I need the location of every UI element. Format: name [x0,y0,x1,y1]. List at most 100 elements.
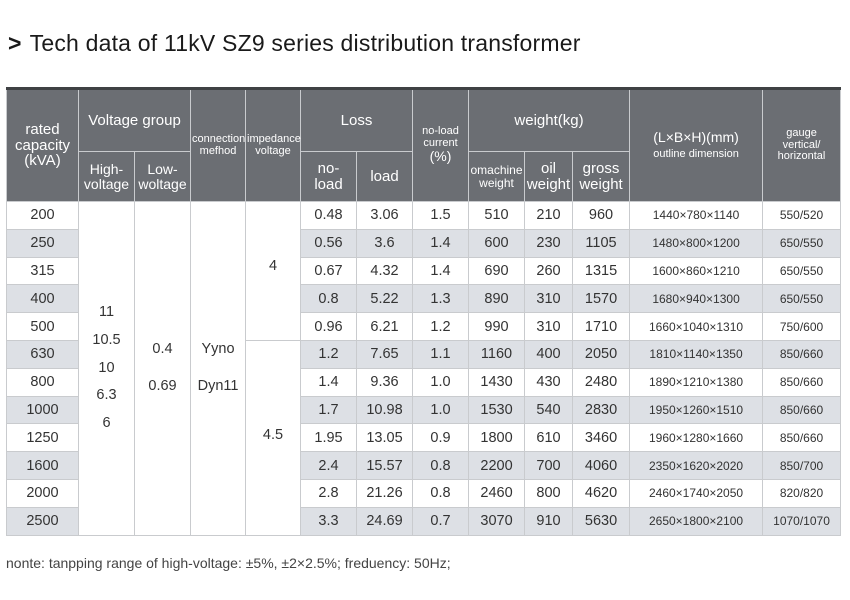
cell-machine: 890 [468,284,526,314]
cell-gauge: 850/660 [762,423,842,453]
spec-table-container: rated capacity (kVA) Voltage group connect… [6,87,842,536]
cell-machine: 1160 [468,339,526,369]
cell-current: 1.1 [412,339,470,369]
cell-gross: 2480 [572,367,631,397]
arrow-icon: > [8,30,22,56]
cell-capacity: 315 [6,256,79,286]
cell-capacity: 400 [6,284,79,314]
cell-gauge: 650/550 [762,256,842,286]
cell-capacity: 1600 [6,451,79,480]
table-row: 1000 1.7 10.98 1.0 1530 540 2830 1950×1260×1510… [6,395,842,425]
cell-machine: 2200 [468,451,526,480]
cell-high-voltage-group-value: 10 [98,359,115,376]
header-low-voltage: Low-woltage [133,151,192,202]
cell-impedance-group-2-value: 4.5 [262,426,284,443]
cell-current: 0.7 [412,506,470,536]
cell-oil: 700 [524,451,574,480]
cell-machine: 1800 [468,423,526,453]
table-row: 500 0.96 6.21 1.2 990 310 1710 1660×1040×1310 75… [6,312,842,341]
cell-load: 6.21 [356,312,414,341]
header-rated-capacity: rated capacity (kVA) [6,88,79,202]
table-row: 1600 2.4 15.57 0.8 2200 700 4060 2350×1620×2020… [6,451,842,480]
cell-gross: 2830 [572,395,631,425]
cell-gross: 5630 [572,506,631,536]
cell-high-voltage-group-value: 11 [98,304,115,321]
header-machine-weight: omachine weight [468,151,526,202]
header-no-load-current: no-load current (%) [412,88,470,202]
cell-connection-group-value: Yyno [201,340,235,357]
cell-capacity: 630 [6,339,79,369]
cell-oil: 230 [524,228,574,258]
table-header: rated capacity (kVA) Voltage group connect… [6,88,842,202]
cell-dimension: 1890×1210×1380 [629,367,764,397]
cell-oil: 210 [524,201,574,230]
cell-no-load: 2.4 [300,451,358,480]
cell-machine: 1430 [468,367,526,397]
cell-current: 0.8 [412,478,470,508]
cell-gross: 4060 [572,451,631,480]
cell-oil: 400 [524,339,574,369]
header-high-voltage: High-voltage [78,151,135,202]
table-row: 2500 3.3 24.69 0.7 3070 910 5630 2650×1800×2100… [6,506,842,536]
table-row: 630 4.5 1.2 7.65 1.1 1160 400 2050 1810×1140×135… [6,339,842,536]
cell-high-voltage-group-value: 6.3 [96,387,117,404]
cell-capacity: 200 [6,201,79,230]
header-connection-method: connection mefhod [190,88,247,202]
cell-connection-group-value: Dyn11 [197,378,239,395]
cell-no-load: 0.56 [300,228,358,258]
page-title-text: Tech data of 11kV SZ9 series distributio… [29,30,581,56]
cell-impedance-group-1-value: 4 [268,258,278,274]
page-title: > Tech data of 11kV SZ9 series distributi… [8,30,581,57]
cell-impedance-group-2: 4.5 [245,339,302,536]
cell-capacity: 1000 [6,395,79,425]
cell-current: 1.0 [412,367,470,397]
cell-capacity: 250 [6,228,79,258]
table-row: 315 0.67 4.32 1.4 690 260 1315 1600×860×1210 650… [6,256,842,286]
header-weight: weight(kg) [468,88,631,152]
cell-dimension: 2350×1620×2020 [629,451,764,480]
cell-dimension: 1440×780×1140 [629,201,764,230]
cell-machine: 690 [468,256,526,286]
cell-gauge: 650/550 [762,284,842,314]
cell-machine: 3070 [468,506,526,536]
cell-dimension: 1960×1280×1660 [629,423,764,453]
cell-oil: 310 [524,284,574,314]
cell-low-voltage-group-value: 0.4 [152,340,173,357]
cell-oil: 610 [524,423,574,453]
cell-load: 13.05 [356,423,414,453]
table-row: 250 0.56 3.6 1.4 600 230 1105 1480×800×1200 650/… [6,228,842,258]
table-row: 200 11 10.5 10 6.3 6 0.4 0.69 Yyno Dyn11 4 0.48 3.06… [6,201,842,536]
cell-current: 1.4 [412,228,470,258]
cell-oil: 310 [524,312,574,341]
cell-no-load: 0.96 [300,312,358,341]
cell-load: 10.98 [356,395,414,425]
cell-dimension: 1950×1260×1510 [629,395,764,425]
cell-machine: 990 [468,312,526,341]
cell-no-load: 3.3 [300,506,358,536]
header-no-load: no-load [300,151,358,202]
cell-load: 24.69 [356,506,414,536]
cell-dimension: 1600×860×1210 [629,256,764,286]
cell-machine: 600 [468,228,526,258]
cell-current: 1.4 [412,256,470,286]
cell-gauge: 820/820 [762,478,842,508]
cell-impedance-group-1: 4 [245,201,302,341]
footnote: nonte: tanpping range of high-voltage: ±… [6,555,451,571]
cell-capacity: 500 [6,312,79,341]
cell-gross: 960 [572,201,631,230]
cell-connection-group: Yyno Dyn11 [190,201,247,536]
cell-gauge: 850/660 [762,367,842,397]
cell-current: 1.0 [412,395,470,425]
cell-capacity: 1250 [6,423,79,453]
cell-gauge: 650/550 [762,228,842,258]
cell-load: 7.65 [356,339,414,369]
cell-dimension: 1810×1140×1350 [629,339,764,369]
cell-load: 15.57 [356,451,414,480]
cell-no-load: 1.7 [300,395,358,425]
cell-no-load: 1.2 [300,339,358,369]
cell-oil: 800 [524,478,574,508]
cell-load: 4.32 [356,256,414,286]
header-oil-weight: oil weight [524,151,574,202]
cell-dimension: 1660×1040×1310 [629,312,764,341]
header-gauge: gauge vertical/horizontal [762,88,842,202]
